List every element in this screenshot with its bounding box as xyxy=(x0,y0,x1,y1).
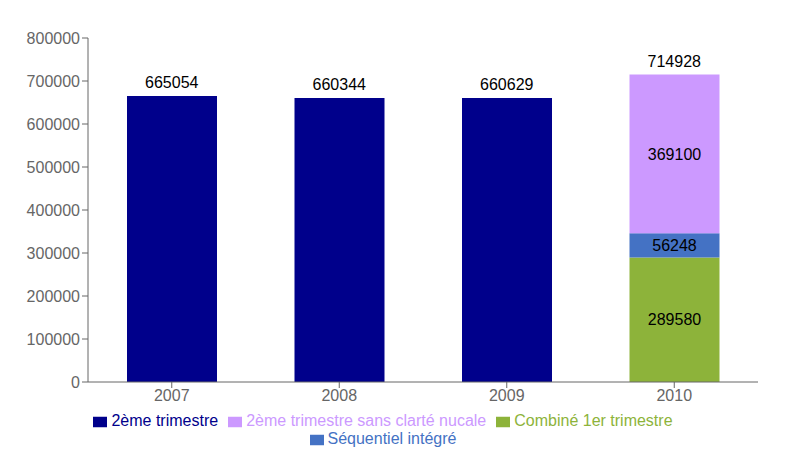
svg-text:660344: 660344 xyxy=(313,76,366,93)
svg-text:714928: 714928 xyxy=(648,53,701,70)
svg-text:600000: 600000 xyxy=(27,116,80,133)
svg-text:2007: 2007 xyxy=(154,387,190,404)
html-text:2ème trimestre: 2ème trimestre xyxy=(111,412,219,429)
svg-text:660629: 660629 xyxy=(480,76,533,93)
svg-text:200000: 200000 xyxy=(27,288,80,305)
svg-text:369100: 369100 xyxy=(648,146,701,163)
svg-text:289580: 289580 xyxy=(648,311,701,328)
svg-text:300000: 300000 xyxy=(27,245,80,262)
html-text:Combiné 1er trimestre: Combiné 1er trimestre xyxy=(514,412,673,429)
svg-text:2008: 2008 xyxy=(321,387,357,404)
html-text:2ème trimestre sans clarté nuc: 2ème trimestre sans clarté nucale xyxy=(246,412,487,429)
svg-text:100000: 100000 xyxy=(27,331,80,348)
svg-text:2009: 2009 xyxy=(489,387,525,404)
svg-text:400000: 400000 xyxy=(27,202,80,219)
svg-text:500000: 500000 xyxy=(27,159,80,176)
svg-text:0: 0 xyxy=(71,374,80,391)
svg-text:665054: 665054 xyxy=(145,74,198,91)
svg-text:2010: 2010 xyxy=(656,387,692,404)
svg-text:56248: 56248 xyxy=(652,237,697,254)
html-text:Séquentiel intégré: Séquentiel intégré xyxy=(327,430,457,447)
svg-text:800000: 800000 xyxy=(27,30,80,47)
svg-text:700000: 700000 xyxy=(27,73,80,90)
